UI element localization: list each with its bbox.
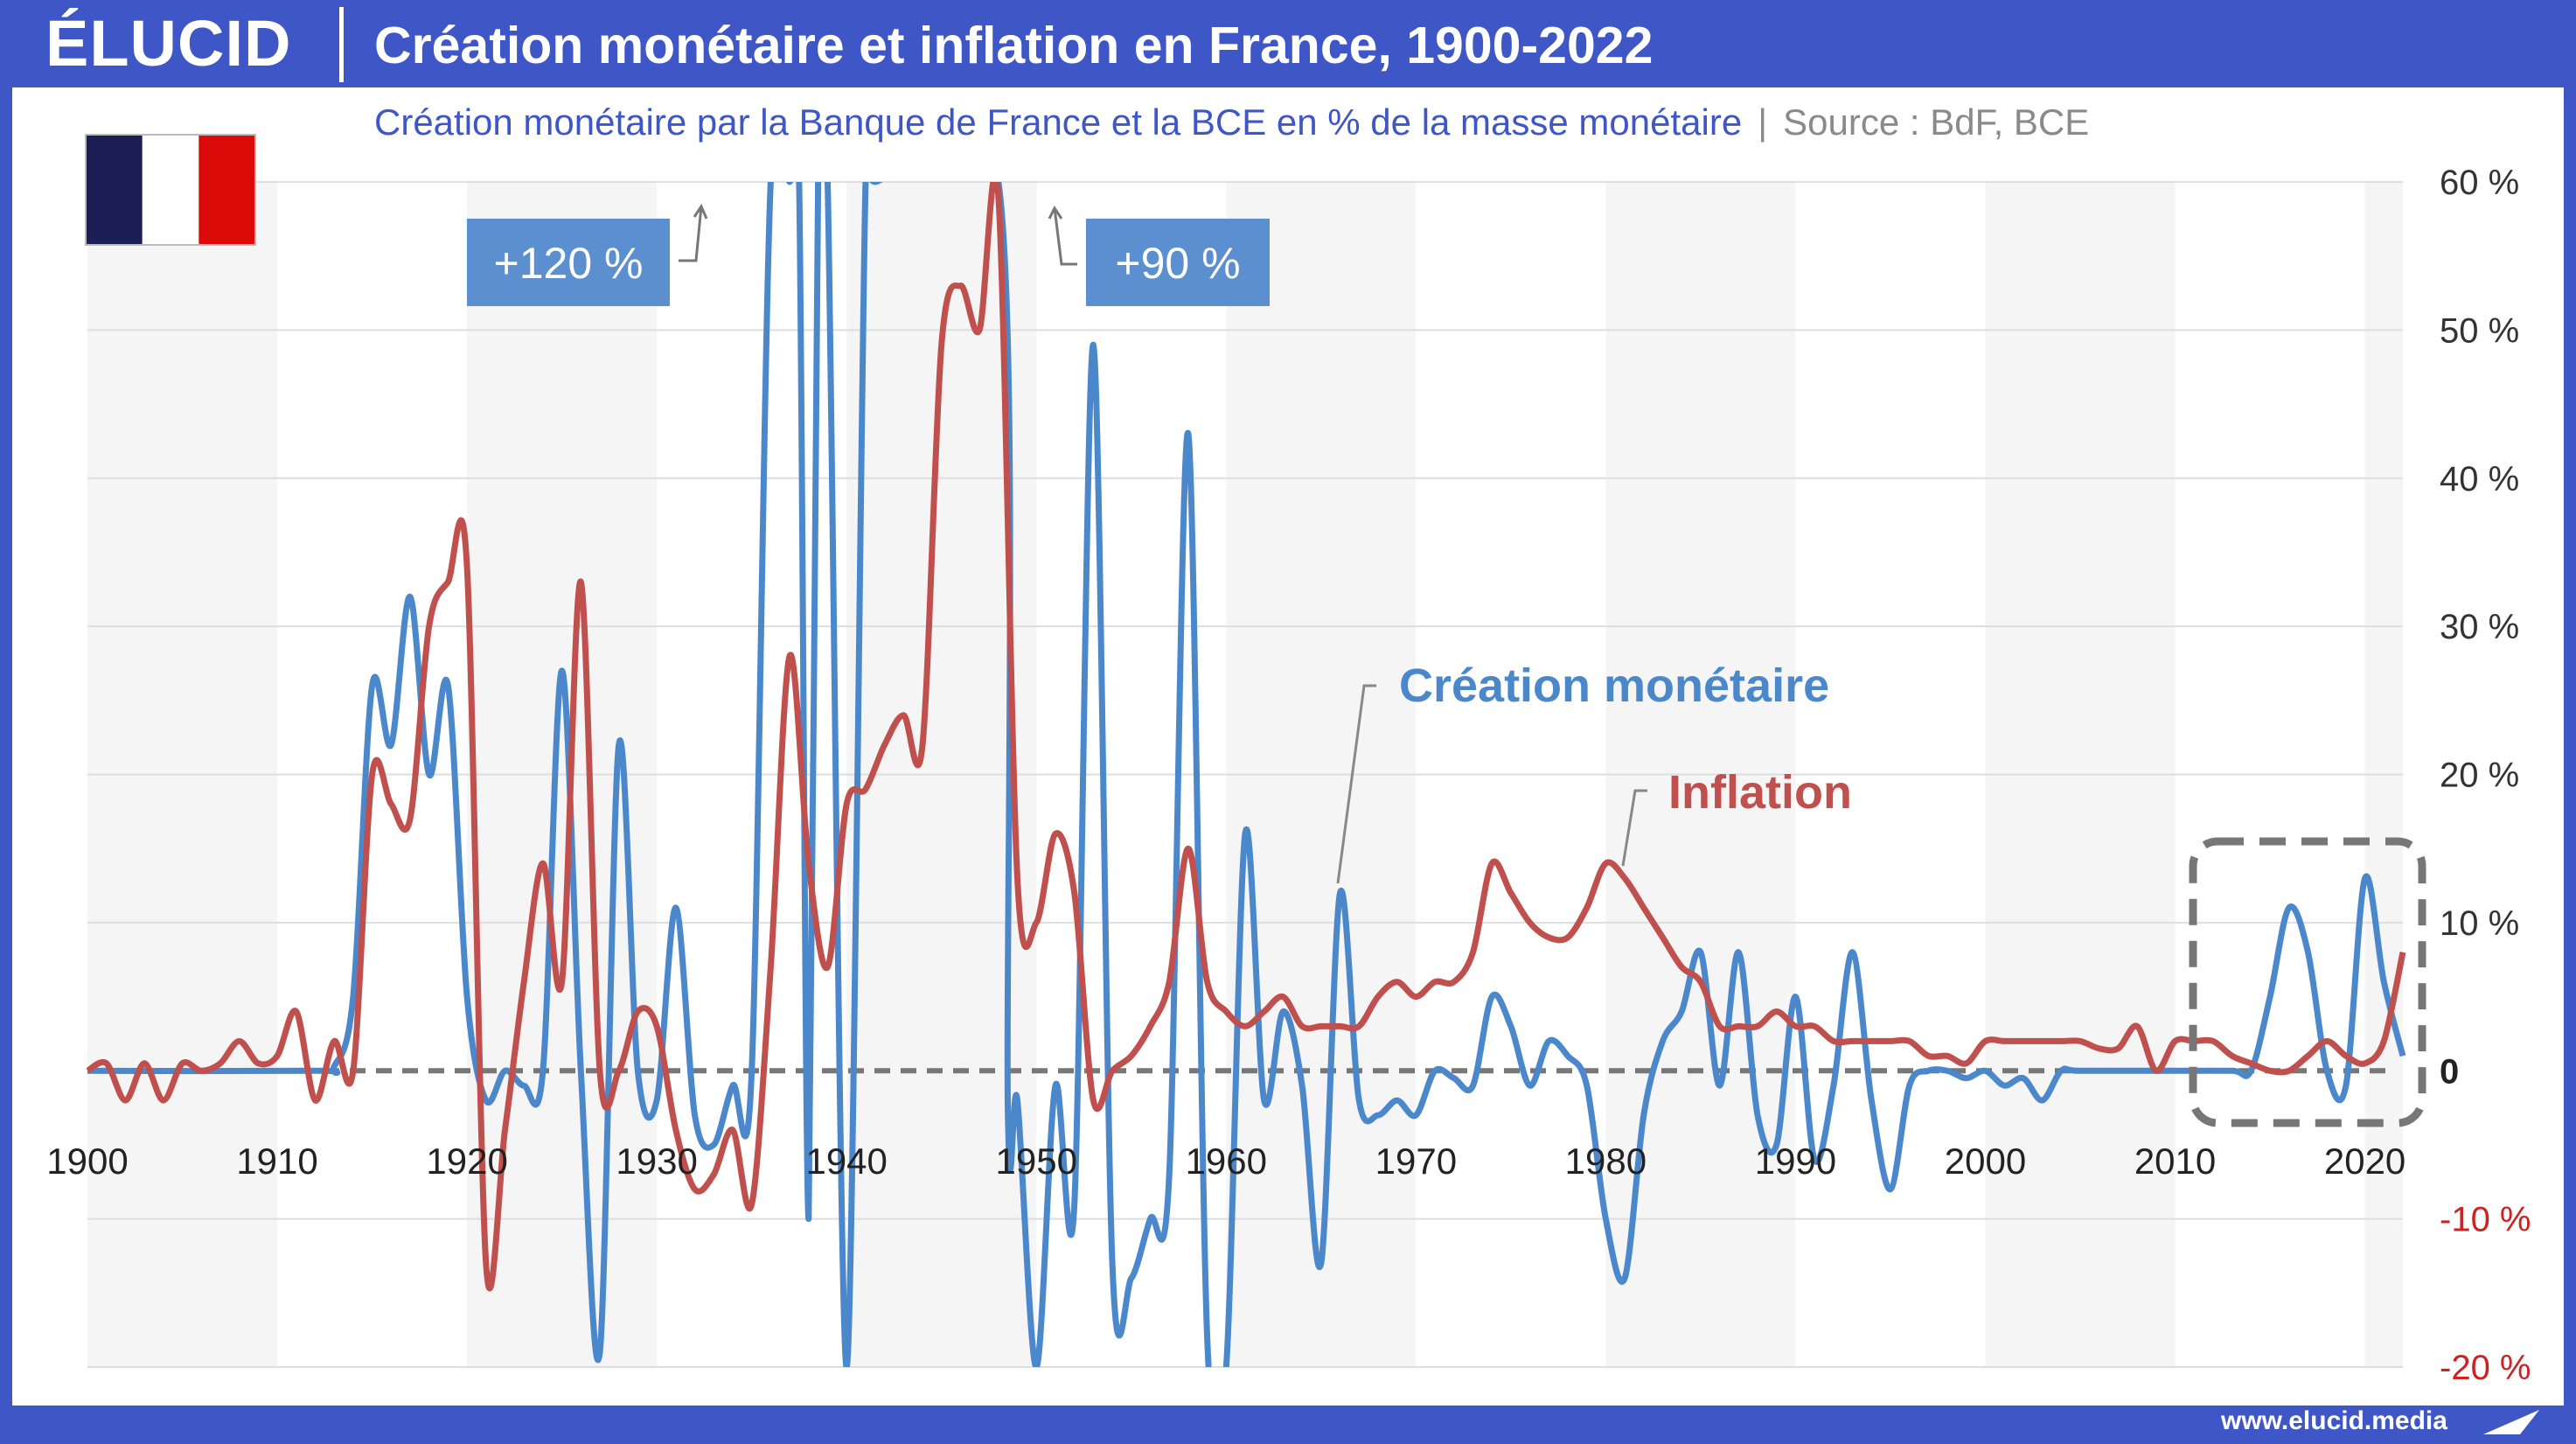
y-tick-label: 0: [2440, 1052, 2459, 1091]
brand-logo: ÉLUCID: [45, 7, 292, 80]
y-tick-label: 50 %: [2440, 311, 2519, 350]
series-line-inflation: [86, 182, 2406, 1292]
x-tick-label: 1990: [1755, 1141, 1836, 1182]
y-tick-label: -10 %: [2440, 1201, 2531, 1239]
legend-monetary-label: Création monétaire: [1399, 659, 1829, 712]
footer-arrow-icon: [2483, 1410, 2539, 1434]
grid-lines: [87, 181, 2403, 1368]
annotation-90-box: [1086, 219, 1270, 306]
annotation-120-box: [467, 219, 670, 306]
x-tick-label: 1910: [236, 1141, 317, 1182]
x-tick-label: 1940: [805, 1141, 887, 1182]
x-tick-label: 1970: [1375, 1141, 1457, 1182]
y-tick-label: 30 %: [2440, 608, 2519, 646]
annotation-90: +90 %: [1048, 206, 1270, 306]
legend-monetary-leader: [1336, 684, 1376, 884]
flag-border: [85, 134, 256, 246]
subtitle-text: Création monétaire par la Banque de Fran…: [374, 101, 1743, 143]
page-title: Création monétaire et inflation en Franc…: [374, 17, 1654, 74]
highlight-box: [2189, 837, 2426, 1127]
y-tick-label: 40 %: [2440, 460, 2519, 499]
source-text: Source : BdF, BCE: [1783, 101, 2090, 143]
flag-stripe: [198, 135, 256, 245]
annotation-120-arrow-icon: [679, 203, 708, 262]
x-tick-label: 1920: [426, 1141, 507, 1182]
footer-url[interactable]: www.elucid.media: [2221, 1406, 2447, 1435]
legend-inflation-label: Inflation: [1668, 766, 1852, 819]
legend-inflation: Inflation: [1621, 766, 1852, 867]
y-tick-label: 20 %: [2440, 757, 2519, 795]
y-tick-label: -20 %: [2440, 1349, 2531, 1387]
y-axis-ticks: 60 % 50 % 40 % 30 % 20 % 10 % 0 -10 % -20 %: [2440, 164, 2531, 1387]
subtitle-separator: |: [1758, 101, 1768, 143]
x-axis-ticks: 1900 1910 1920 1930 1940 1950 1960 1970 1980 1990…: [46, 1141, 2405, 1182]
legend-inflation-leader: [1621, 789, 1647, 867]
x-tick-label: 1930: [616, 1141, 697, 1182]
x-tick-label: 2000: [1945, 1141, 2026, 1182]
annotation-90-arrow-icon: [1048, 206, 1077, 266]
chart-subtitle: Création monétaire par la Banque de Fran…: [374, 98, 2089, 147]
annotation-90-label: +90 %: [1115, 239, 1240, 288]
x-tick-label: 1960: [1186, 1141, 1267, 1182]
flag-stripe: [142, 135, 199, 245]
x-tick-label: 1980: [1565, 1141, 1647, 1182]
x-tick-label: 1900: [46, 1141, 128, 1182]
annotation-120: +120 %: [467, 203, 708, 306]
x-tick-label: 2020: [2324, 1141, 2405, 1182]
france-flag-icon: [85, 134, 256, 246]
x-tick-label: 2010: [2134, 1141, 2216, 1182]
y-tick-label: 10 %: [2440, 904, 2519, 943]
flag-stripe: [86, 135, 143, 245]
header-bar: ÉLUCID Création monétaire et inflation e…: [0, 0, 2576, 87]
legend-monetary: Création monétaire: [1336, 659, 1829, 884]
series-line-monetary: [87, 182, 2406, 1367]
x-tick-label: 1950: [996, 1141, 1077, 1182]
annotation-120-label: +120 %: [494, 239, 644, 288]
y-tick-label: 60 %: [2440, 164, 2519, 202]
header-divider: [339, 7, 344, 82]
